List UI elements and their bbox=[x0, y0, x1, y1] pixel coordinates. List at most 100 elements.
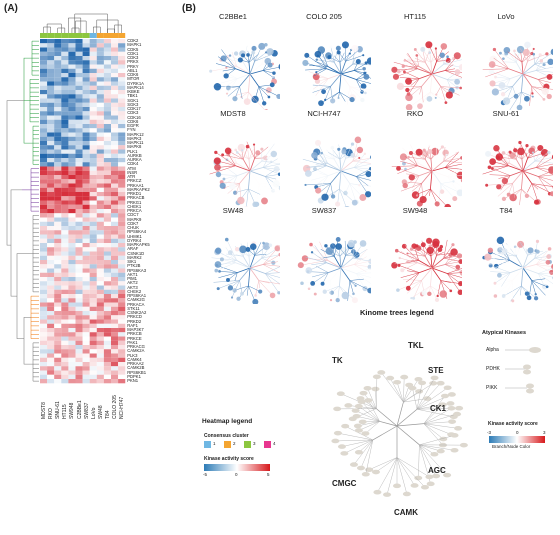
gene-label: PAK1 bbox=[127, 339, 138, 345]
kinome-tree bbox=[391, 237, 462, 303]
heatmap-cell bbox=[89, 77, 97, 82]
heatmap-cell bbox=[61, 145, 69, 150]
heatmap-cell bbox=[75, 47, 83, 52]
heatmap-cell bbox=[61, 353, 69, 358]
heatmap-cell bbox=[68, 51, 76, 57]
heatmap-cell bbox=[118, 340, 126, 346]
heatmap-cell bbox=[40, 98, 48, 103]
heatmap-cell bbox=[111, 281, 119, 286]
cluster-swatch-2 bbox=[224, 441, 231, 448]
heatmap-cell bbox=[103, 234, 112, 239]
heatmap-cell bbox=[40, 268, 48, 273]
gene-label: MAPKAPK5 bbox=[127, 242, 150, 247]
heatmap-cell bbox=[61, 285, 69, 290]
heatmap-cell bbox=[47, 319, 55, 324]
heatmap-cell bbox=[47, 128, 55, 133]
heatmap-cell bbox=[96, 362, 104, 367]
heatmap-cell bbox=[40, 213, 48, 218]
heatmap-cell bbox=[89, 379, 97, 384]
heatmap-cell bbox=[103, 340, 112, 346]
gene-label: AKT1 bbox=[127, 271, 138, 277]
group-label-tkl: TKL bbox=[408, 341, 424, 350]
heatmap-cell bbox=[89, 238, 97, 244]
heatmap-cell bbox=[103, 319, 112, 324]
heatmap-cell bbox=[75, 128, 83, 133]
heatmap-cell bbox=[54, 73, 62, 78]
heatmap-cell bbox=[96, 289, 104, 295]
heatmap-cell bbox=[47, 153, 55, 159]
heatmap-cell bbox=[89, 115, 97, 120]
heatmap-cell bbox=[75, 238, 83, 244]
heatmap-cell bbox=[103, 209, 112, 214]
heatmap-cell bbox=[103, 68, 112, 74]
heatmap-cell bbox=[68, 289, 76, 295]
heatmap-cell bbox=[82, 345, 90, 350]
heatmap-cell bbox=[82, 294, 90, 299]
heatmap-cell bbox=[54, 268, 62, 273]
heatmap-cell bbox=[103, 306, 112, 312]
heatmap-cell bbox=[118, 311, 126, 316]
heatmap-cell bbox=[89, 243, 97, 248]
heatmap-cell bbox=[47, 145, 55, 150]
heatmap-cell bbox=[96, 230, 104, 235]
heatmap-cell bbox=[61, 81, 69, 86]
heatmap-cell bbox=[75, 200, 83, 205]
heatmap-cell bbox=[111, 213, 119, 218]
heatmap-cell bbox=[96, 264, 104, 269]
heatmap-cell bbox=[118, 243, 126, 248]
heatmap-cell bbox=[96, 332, 104, 337]
heatmap-cell bbox=[111, 319, 119, 324]
heatmap-cell bbox=[68, 209, 76, 214]
heatmap-cell bbox=[103, 336, 112, 341]
heatmap-cell bbox=[75, 260, 83, 265]
heatmap-cell bbox=[118, 183, 126, 188]
kinome-tree bbox=[209, 42, 280, 110]
gene-label: IKBKE bbox=[127, 89, 140, 94]
heatmap-cell bbox=[75, 124, 83, 129]
heatmap-cell bbox=[54, 179, 62, 184]
heatmap-cell bbox=[54, 349, 62, 354]
heatmap-cell bbox=[54, 323, 62, 329]
heatmap-cell bbox=[54, 56, 62, 61]
heatmap-cell bbox=[111, 234, 119, 239]
heatmap-cell bbox=[61, 374, 69, 380]
heatmap-cell bbox=[118, 60, 126, 65]
kinome-tree bbox=[302, 136, 371, 207]
heatmap-cell bbox=[75, 298, 83, 303]
heatmap-cell bbox=[111, 187, 119, 193]
heatmap-cell bbox=[82, 315, 90, 320]
heatmap-cell bbox=[111, 111, 119, 116]
gene-label: CHEK2 bbox=[127, 288, 142, 294]
heatmap-cell bbox=[54, 272, 62, 278]
heatmap-cell bbox=[89, 81, 97, 86]
heatmap-cell bbox=[89, 119, 97, 125]
heatmap-cell bbox=[61, 73, 69, 78]
heatmap-cell bbox=[47, 90, 55, 95]
heatmap-cell bbox=[103, 379, 112, 384]
heatmap-cell bbox=[47, 81, 55, 86]
heatmap-cell bbox=[103, 115, 112, 120]
heatmap-cell bbox=[68, 272, 76, 278]
heatmap-cell bbox=[54, 153, 62, 159]
heatmap-cell bbox=[68, 85, 76, 91]
gene-label: UHMK1 bbox=[127, 233, 142, 239]
heatmap-cell bbox=[96, 183, 104, 188]
heatmap-cell bbox=[82, 298, 90, 303]
consensus-cell bbox=[47, 33, 55, 38]
heatmap-cell bbox=[89, 196, 97, 201]
heatmap-cell bbox=[118, 353, 126, 358]
heatmap-cell bbox=[54, 298, 62, 303]
heatmap-cell bbox=[75, 60, 83, 65]
heatmap-cell bbox=[40, 192, 48, 197]
heatmap-cell bbox=[96, 153, 104, 159]
heatmap-cell bbox=[40, 85, 48, 91]
heatmap-cell bbox=[96, 353, 104, 358]
heatmap-cell bbox=[82, 362, 90, 367]
heatmap-cell bbox=[68, 357, 76, 363]
heatmap-cell bbox=[68, 251, 76, 256]
heatmap-cell bbox=[96, 196, 104, 201]
heatmap-cell bbox=[111, 345, 119, 350]
heatmap-cell bbox=[118, 43, 126, 48]
heatmap-cell bbox=[82, 247, 90, 252]
heatmap-cell bbox=[89, 102, 97, 108]
